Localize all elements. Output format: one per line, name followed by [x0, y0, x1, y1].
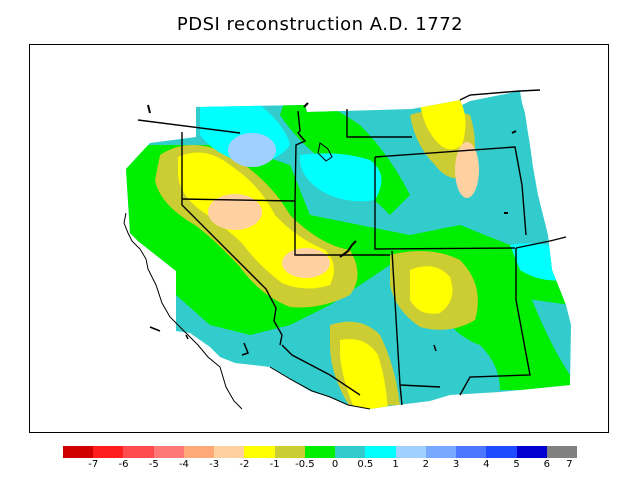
- colorbar-swatch: [153, 446, 184, 458]
- coast-line: [269, 366, 371, 410]
- colorbar-tick-label: -6: [118, 459, 129, 470]
- border-line: [181, 132, 283, 346]
- border-line: [346, 109, 412, 138]
- colorbar-tick-label: 5: [513, 459, 520, 470]
- pdsi-colorbar: [63, 446, 577, 458]
- colorbar-swatch: [214, 446, 245, 458]
- colorbar-tick-label: -1: [269, 459, 280, 470]
- colorbar-tick-labels: -7 -6 -5 -4 -3 -2 -1 -0.5 0 0.5 1 2 3 4 5 6 7: [0, 459, 640, 473]
- coastline: [123, 102, 517, 410]
- colorbar-swatch: [395, 446, 426, 458]
- colorbar-swatch: [93, 446, 124, 458]
- border-line: [374, 146, 527, 236]
- lake-outline: [317, 142, 333, 162]
- coast-line: [123, 212, 243, 410]
- border-line: [459, 248, 531, 396]
- field-wetter-north: [228, 133, 276, 167]
- colorbar-swatch: [274, 446, 305, 458]
- colorbar-tick-label: 4: [483, 459, 490, 470]
- field-dry-peach-1: [208, 194, 262, 230]
- island-mark: [147, 104, 151, 114]
- colorbar-tick-label: 2: [422, 459, 429, 470]
- lake-outline: [339, 240, 357, 258]
- island-mark: [511, 130, 517, 134]
- colorbar-swatch: [365, 446, 396, 458]
- island-mark: [303, 102, 309, 108]
- colorbar-tick-label: 0.5: [357, 459, 374, 470]
- border-line: [374, 157, 516, 250]
- map-title: PDSI reconstruction A.D. 1772: [176, 14, 464, 35]
- island-mark: [149, 326, 161, 332]
- colorbar-tick-label: 1: [392, 459, 399, 470]
- colorbar-tick-label: 0: [331, 459, 339, 470]
- border-line: [137, 119, 241, 134]
- colorbar-swatch: [425, 446, 457, 458]
- border-line: [459, 89, 541, 101]
- colorbar-tick-label: -5: [148, 459, 159, 470]
- border-line: [294, 201, 390, 256]
- colorbar-tick-label: 7: [566, 459, 573, 470]
- colorbar-swatch: [486, 446, 517, 458]
- colorbar-swatch: [516, 446, 547, 458]
- colorbar-tick-label: -2: [239, 459, 250, 470]
- colorbar-swatch: [456, 446, 487, 458]
- colorbar-swatch: [123, 446, 154, 458]
- colorbar-swatch: [335, 446, 366, 458]
- colorbar-tick-label: 3: [452, 459, 460, 470]
- island-mark: [433, 344, 437, 352]
- island-mark: [185, 334, 189, 340]
- colorbar-tick-label: -7: [88, 459, 99, 470]
- border-line: [399, 384, 441, 388]
- colorbar-tick-label: 6: [543, 459, 550, 470]
- colorbar-swatch: [63, 446, 94, 458]
- island-mark: [241, 342, 249, 356]
- colorbar-tick-label: -0.5: [295, 459, 315, 470]
- field-dry-southwest: [340, 339, 388, 409]
- field-dry-peach-3: [455, 142, 479, 198]
- state-borders: [137, 89, 567, 406]
- colorbar-swatch: [183, 446, 215, 458]
- border-line: [515, 236, 567, 249]
- field-dry-peach-2: [282, 248, 330, 278]
- colorbar-swatch: [244, 446, 275, 458]
- map-panel: [29, 44, 609, 433]
- field-dry-south: [410, 266, 453, 314]
- border-line: [281, 344, 361, 396]
- pdsi-map: [123, 89, 571, 410]
- field-wet-central: [299, 153, 382, 202]
- colorbar-swatch: [304, 446, 336, 458]
- colorbar-tick-label: -4: [178, 459, 189, 470]
- field-dry-northeast: [420, 100, 466, 150]
- colorbar-swatch: [546, 446, 577, 458]
- colorbar-tick-label: -3: [209, 459, 220, 470]
